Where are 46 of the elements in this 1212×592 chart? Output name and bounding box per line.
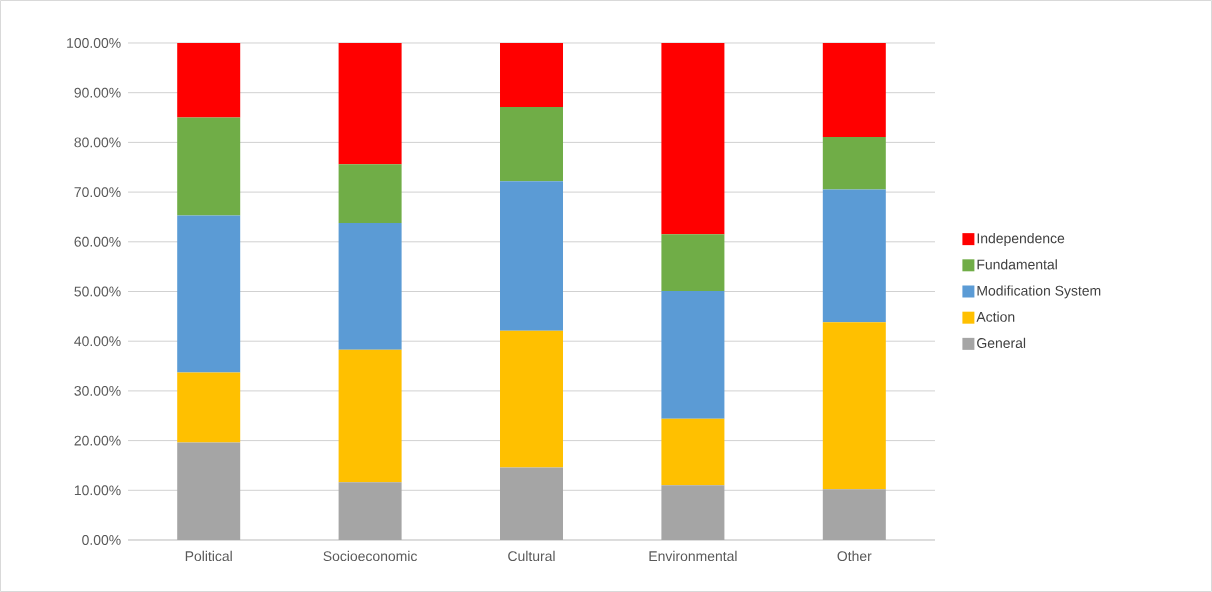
bar (500, 181, 563, 331)
y-tick-label: 70.00% (74, 187, 121, 198)
x-tick-label: Environmental (649, 550, 737, 562)
legend-label: Modification System (977, 285, 1101, 299)
bar (338, 482, 402, 540)
x-tick-label: Other (837, 550, 872, 562)
bar (177, 372, 241, 443)
y-tick-label: 20.00% (74, 435, 121, 446)
bar (661, 234, 725, 291)
bar (500, 42, 563, 108)
legend-label: Fundamental (977, 259, 1057, 270)
bar (822, 42, 886, 137)
legend-label: General (977, 337, 1026, 349)
legend-label: Independence (977, 233, 1065, 247)
bar (500, 330, 563, 468)
bar (500, 467, 563, 540)
bar (822, 189, 886, 323)
y-tick-label: 60.00% (74, 236, 121, 247)
bar (661, 485, 725, 540)
y-tick-label: 40.00% (74, 336, 121, 347)
y-tick-label: 50.00% (74, 286, 121, 297)
bar (822, 489, 886, 540)
bar (338, 42, 402, 165)
bar (661, 291, 725, 419)
y-tick-label: 90.00% (74, 87, 121, 98)
x-tick-label: Socioeconomic (323, 550, 418, 562)
y-tick-label: 80.00% (74, 137, 121, 148)
legend-label: Action (976, 311, 1015, 322)
x-tick-label: Cultural (508, 550, 555, 562)
y-tick-label: 10.00% (74, 485, 121, 496)
bar (338, 349, 402, 483)
bar (822, 136, 886, 190)
bar (177, 442, 241, 540)
bar (177, 117, 241, 216)
bar (338, 222, 402, 350)
bar (661, 42, 725, 235)
bar (661, 418, 725, 486)
bar (822, 322, 886, 490)
x-tick-label: Political (185, 550, 232, 562)
bar (177, 42, 241, 118)
y-tick-label: 30.00% (74, 385, 121, 396)
bar (500, 107, 563, 182)
y-tick-label: 0.00% (82, 535, 121, 545)
bar (338, 164, 402, 223)
bar (177, 215, 241, 373)
y-tick-label: 100.00% (67, 38, 121, 48)
